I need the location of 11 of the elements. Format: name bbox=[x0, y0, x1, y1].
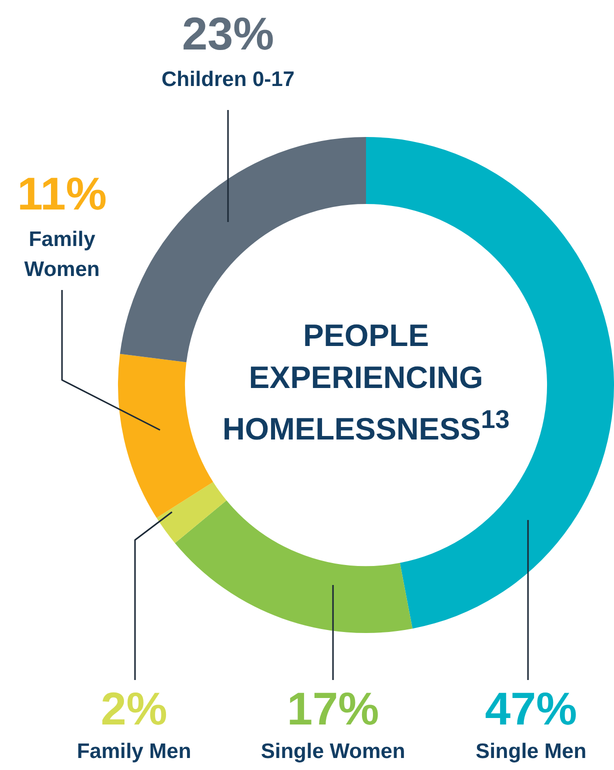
slice-label: Single Men bbox=[476, 740, 586, 763]
slice-label: Family Women bbox=[24, 228, 100, 281]
data-label: 23% bbox=[182, 8, 274, 60]
data-label: 47% bbox=[484, 682, 578, 735]
slice-label: Children 0-17 bbox=[161, 68, 295, 91]
slice-label: Single Women bbox=[260, 740, 406, 763]
data-label: 2% bbox=[100, 682, 168, 735]
data-label: 11% bbox=[17, 168, 107, 220]
data-label: 17% bbox=[286, 682, 380, 735]
slice-label: Family Men bbox=[76, 740, 192, 763]
text: PEOPLE EXPERIENCING HOMELESSNESS$^{13}$ bbox=[221, 317, 511, 448]
